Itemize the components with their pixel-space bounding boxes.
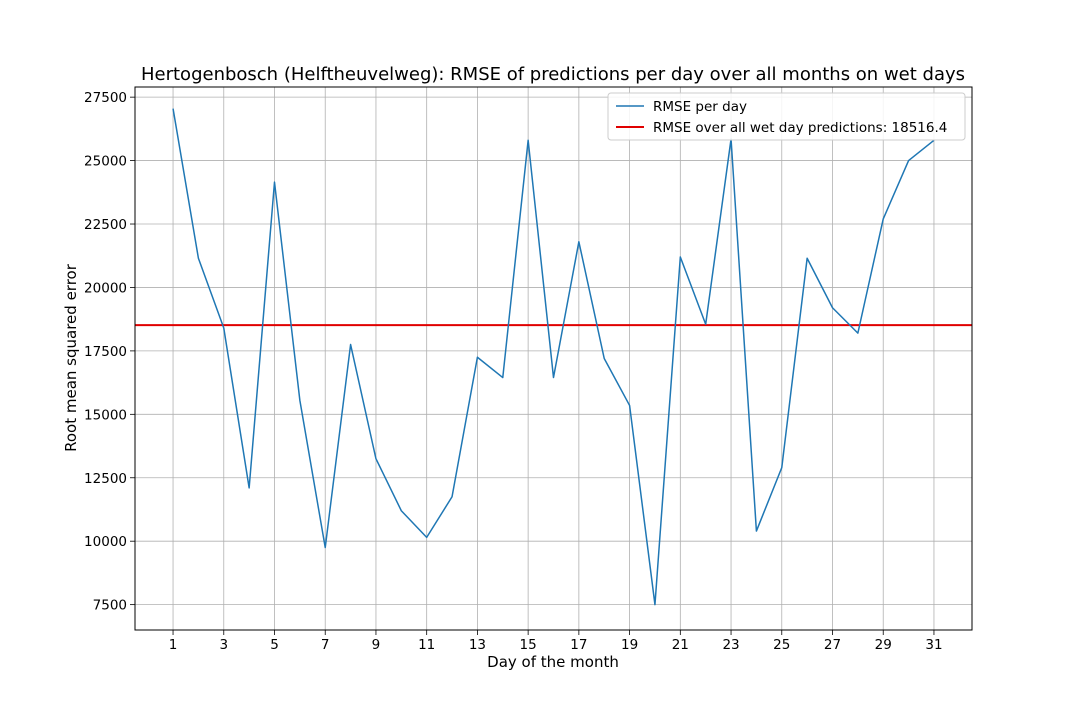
x-tick-label: 17 <box>570 637 587 653</box>
data-point <box>400 510 402 512</box>
plot-frame <box>134 86 973 631</box>
legend: RMSE per day RMSE over all wet day predic… <box>607 92 966 141</box>
x-tick-label: 13 <box>469 637 486 653</box>
x-tick-label: 7 <box>321 637 330 653</box>
x-axis-label: Day of the month <box>487 653 619 671</box>
data-point <box>781 466 783 468</box>
series-line <box>172 108 935 606</box>
y-tick-label: 20000 <box>84 280 127 296</box>
data-point <box>755 530 757 532</box>
data-point <box>679 256 681 258</box>
x-tick-label: 11 <box>418 637 435 653</box>
data-point <box>197 257 199 259</box>
data-point <box>654 603 656 605</box>
data-point <box>603 357 605 359</box>
data-point <box>223 327 225 329</box>
data-point <box>375 458 377 460</box>
data-point <box>451 496 453 498</box>
x-tick-label: 21 <box>672 637 689 653</box>
data-point <box>578 241 580 243</box>
chart-title: Hertogenbosch (Helftheuvelweg): RMSE of … <box>141 64 965 85</box>
data-point <box>273 181 275 183</box>
data-point <box>349 343 351 345</box>
y-tick-label: 25000 <box>84 154 127 170</box>
data-point <box>172 107 174 109</box>
data-point <box>831 307 833 309</box>
x-tick-label: 3 <box>219 637 228 653</box>
data-point <box>907 159 909 161</box>
data-point <box>857 332 859 334</box>
y-axis-label: Root mean squared error <box>62 263 80 452</box>
x-tick-label: 29 <box>875 637 892 653</box>
y-tick-label: 15000 <box>84 407 127 423</box>
x-tick-label: 15 <box>520 637 537 653</box>
data-point <box>806 257 808 259</box>
legend-entry-label: RMSE over all wet day predictions: 18516… <box>653 120 947 136</box>
y-tick-label: 17500 <box>84 344 127 360</box>
x-axis: 1 3 5 7 9 11 13 15 17 19 21 23 25 27 29 31 <box>169 630 943 653</box>
x-tick-label: 9 <box>372 637 381 653</box>
legend-box <box>607 92 966 141</box>
y-tick-label: 10000 <box>84 534 127 550</box>
data-point <box>502 376 504 378</box>
x-tick-label: 31 <box>925 637 942 653</box>
data-point <box>476 356 478 358</box>
y-axis: 7500 10000 12500 15000 17500 20000 22500 25000 2… <box>84 90 135 614</box>
legend-entry-label: RMSE per day <box>653 99 747 115</box>
series <box>172 107 935 606</box>
grid <box>135 87 972 630</box>
data-point <box>324 546 326 548</box>
data-point <box>299 399 301 401</box>
x-tick-label: 27 <box>824 637 841 653</box>
y-tick-label: 22500 <box>84 217 127 233</box>
x-tick-label: 1 <box>169 637 178 653</box>
y-tick-label: 27500 <box>84 90 127 106</box>
data-point <box>882 218 884 220</box>
data-point <box>248 487 250 489</box>
x-tick-label: 25 <box>773 637 790 653</box>
x-tick-label: 5 <box>270 637 279 653</box>
y-tick-label: 7500 <box>93 598 127 614</box>
data-point <box>425 536 427 538</box>
x-tick-label: 23 <box>722 637 739 653</box>
y-tick-label: 12500 <box>84 471 127 487</box>
x-tick-label: 19 <box>621 637 638 653</box>
data-point <box>527 139 529 141</box>
data-point <box>628 404 630 406</box>
data-point <box>552 376 554 378</box>
data-point <box>704 323 706 325</box>
